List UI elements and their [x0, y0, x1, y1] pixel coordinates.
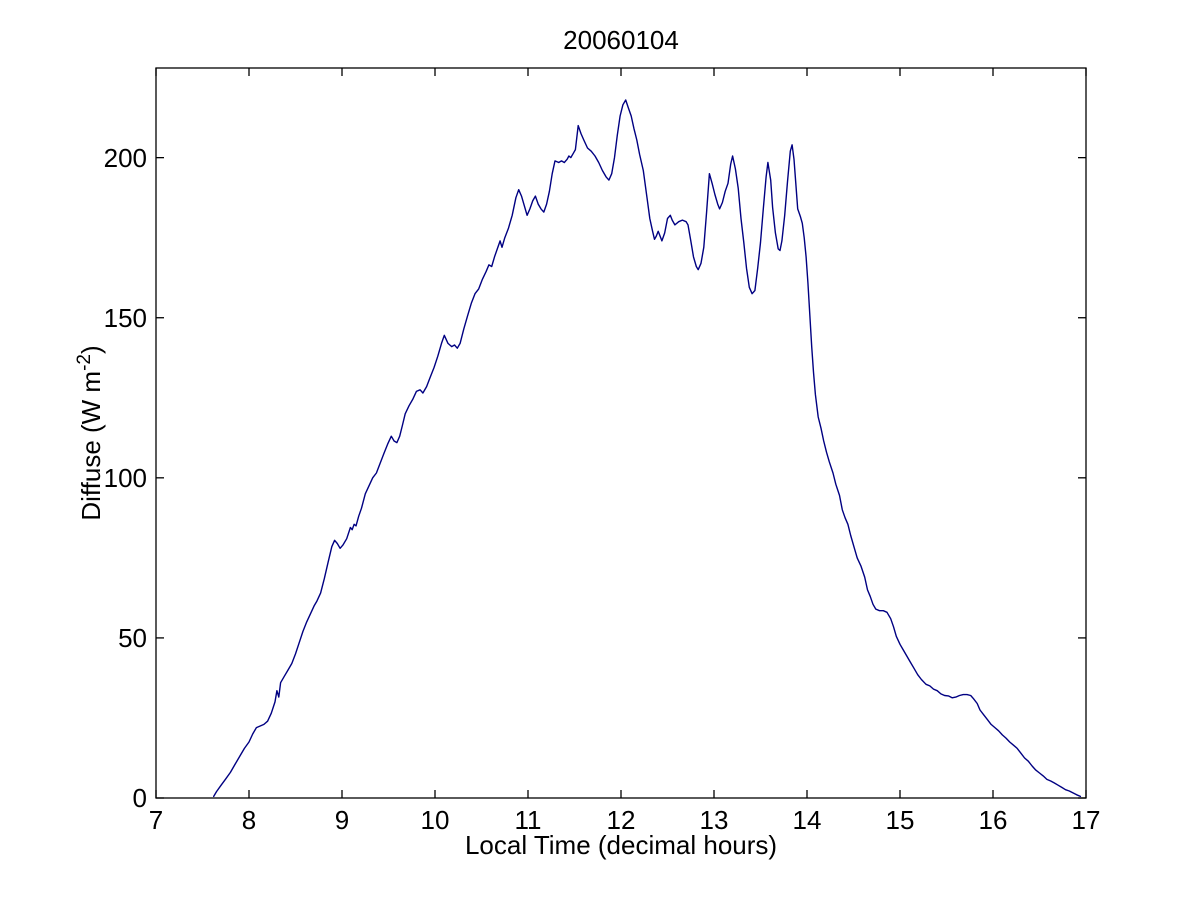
x-axis-label: Local Time (decimal hours): [464, 830, 778, 860]
y-tick-label: 0: [132, 783, 147, 813]
axes-box: [155, 67, 1087, 799]
x-tick-label: 7: [148, 805, 164, 835]
x-tick-label: 17: [1071, 805, 1101, 835]
x-tick-label: 9: [334, 805, 350, 835]
y-axis-label-superscript: -2: [74, 354, 96, 371]
data-line-diffuse-irradiance: [212, 99, 1082, 798]
y-axis-label-text: Diffuse (W m: [75, 370, 106, 521]
y-tick-label: 150: [103, 302, 147, 333]
chart-title: 20060104: [563, 25, 679, 55]
x-tick-label: 8: [241, 805, 257, 835]
y-tick-label: 100: [103, 462, 147, 493]
y-tick-label: 200: [103, 142, 147, 173]
y-axis-label-suffix: ): [75, 345, 106, 354]
x-tick-label: 12: [606, 805, 636, 835]
x-tick-label: 15: [885, 805, 915, 835]
y-axis-label: Diffuse (W m-2): [71, 345, 106, 521]
x-tick-label: 13: [699, 805, 729, 835]
x-tick-label: 11: [514, 805, 542, 835]
y-tick-label: 50: [118, 622, 147, 653]
x-tick-label: 16: [978, 805, 1008, 835]
x-tick-label: 14: [792, 805, 822, 835]
x-tick-label: 10: [420, 805, 450, 835]
